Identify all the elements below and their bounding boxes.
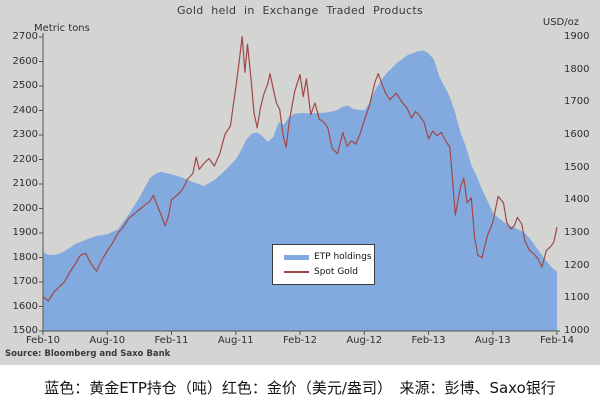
spot-line-swatch [284, 271, 309, 273]
y-tick-label-right: 1200 [564, 259, 590, 271]
etp-holdings-area [43, 50, 557, 331]
y-tick-label-left: 2500 [12, 80, 38, 91]
y-tick-label-left: 1500 [12, 325, 38, 336]
right-axis-unit-label: USD/oz [542, 17, 579, 28]
y-tick-label-right: 1300 [564, 227, 590, 238]
y-tick-label-right: 1600 [564, 129, 590, 140]
chart-title: Gold held in Exchange Traded Products [176, 4, 424, 17]
y-tick-label-left: 2000 [12, 202, 38, 214]
x-tick-label: Aug-13 [474, 335, 511, 346]
y-tick-label-left: 1600 [12, 300, 38, 312]
legend-box: ETP holdings Spot Gold [272, 244, 375, 285]
etp-area-swatch [284, 254, 309, 260]
y-tick-label-left: 2400 [12, 104, 38, 116]
y-tick-label-right: 1100 [564, 292, 590, 304]
y-tick-label-left: 1900 [12, 227, 38, 238]
legend-item-spot: Spot Gold [284, 267, 374, 277]
y-tick-label-right: 1500 [564, 161, 590, 173]
gold-etp-chart-svg [39, 33, 560, 335]
x-tick-label: Feb-11 [154, 335, 189, 346]
left-axis-unit-label: Metric tons [34, 23, 90, 34]
x-tick-label: Aug-12 [346, 335, 383, 346]
legend-label-spot: Spot Gold [314, 267, 359, 277]
x-tick-label: Feb-10 [25, 335, 61, 346]
y-tick-label-right: 1400 [564, 194, 590, 206]
x-tick-label: Feb-14 [539, 335, 575, 346]
y-tick-label-left: 2600 [12, 55, 38, 67]
gold-etp-plot [39, 33, 560, 335]
caption: 蓝色：黄金ETP持仓（吨）红色：金价（美元/盎司） 来源：彭博、Saxo银行 [44, 379, 556, 397]
y-tick-label-left: 2300 [12, 129, 38, 140]
x-tick-label: Aug-11 [217, 335, 254, 346]
spot-gold-line [42, 35, 558, 302]
x-tick-label: Feb-12 [282, 335, 318, 346]
chart-panel: Gold held in Exchange Traded Products Me… [0, 0, 600, 365]
legend-item-etp: ETP holdings [284, 252, 374, 262]
y-tick-label-right: 1900 [564, 31, 590, 42]
y-tick-label-right: 1800 [564, 63, 590, 75]
source-note: Source: Bloomberg and Saxo Bank [5, 349, 171, 359]
y-tick-label-right: 1000 [564, 325, 590, 336]
y-tick-label-left: 2100 [12, 178, 38, 189]
y-tick-label-left: 1700 [12, 276, 38, 287]
y-tick-label-left: 1800 [12, 251, 38, 263]
legend-label-etp: ETP holdings [314, 252, 372, 262]
x-tick-label: Aug-10 [89, 335, 126, 346]
x-tick-label: Feb-13 [411, 335, 446, 346]
y-tick-label-left: 2200 [12, 153, 38, 165]
y-tick-label-left: 2700 [12, 31, 38, 42]
y-tick-label-right: 1700 [564, 96, 590, 108]
